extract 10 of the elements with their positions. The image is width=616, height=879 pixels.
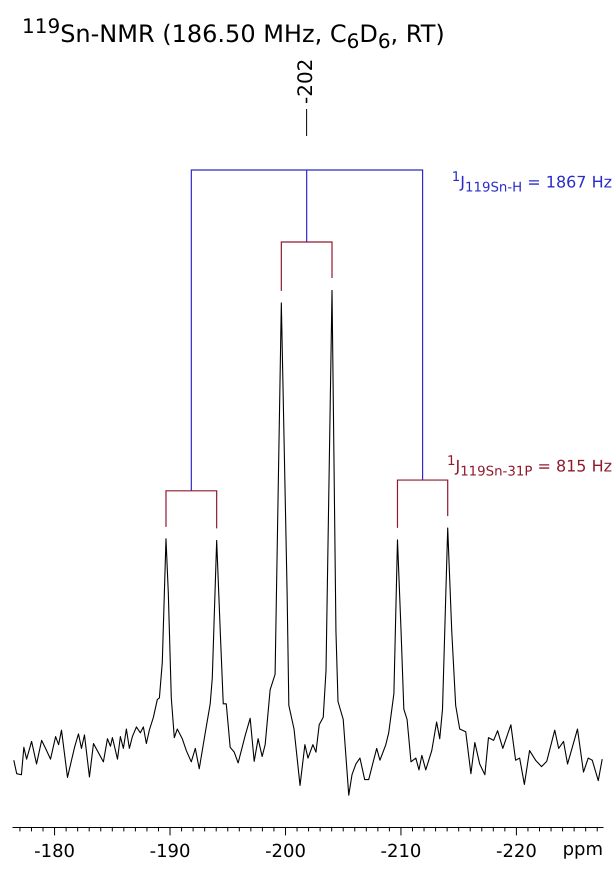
chart-title: $^{119}$Sn-NMR (186.50 MHz, C$_{6}$D$_{6}$, RT): [22, 14, 445, 53]
x-tick-label: -210: [380, 840, 422, 862]
annotation: $^{1}$J$_{119Sn-31P}$ = 815 Hz: [447, 454, 612, 480]
text: $^{1}$J$_{119Sn-H}$ = 1867 Hz: [452, 170, 612, 196]
x-tick-label: -190: [150, 840, 190, 862]
x-tick-label: -220: [496, 840, 537, 862]
x-tick-label: -180: [34, 840, 75, 862]
annotation: -202: [293, 58, 318, 104]
x-tick-label: -200: [265, 840, 306, 862]
x-axis-title: ppm: [562, 839, 603, 860]
